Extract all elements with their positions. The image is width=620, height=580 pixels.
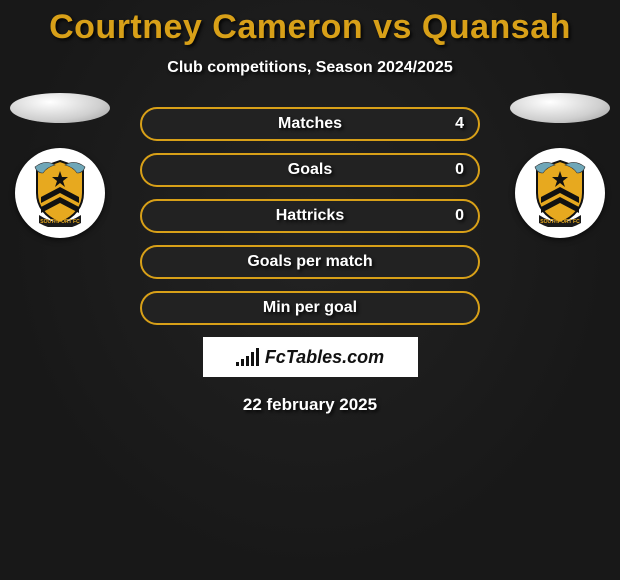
player2-club-badge: SOUTHPORT FC	[515, 148, 605, 238]
stat-right-value: 4	[455, 115, 464, 133]
svg-text:SOUTHPORT FC: SOUTHPORT FC	[540, 219, 580, 225]
right-player-column: SOUTHPORT FC	[510, 93, 610, 238]
comparison-content: SOUTHPORT FC SOUTHPORT FC Matches 4	[0, 107, 620, 415]
stat-row-goals-per-match: Goals per match	[140, 245, 480, 279]
stat-label: Hattricks	[276, 207, 344, 225]
stat-right-value: 0	[455, 207, 464, 225]
logo-text: FcTables.com	[265, 347, 384, 368]
date-label: 22 february 2025	[0, 395, 620, 415]
southport-crest-icon: SOUTHPORT FC	[31, 159, 89, 227]
stat-label: Goals	[288, 161, 332, 179]
stat-label: Min per goal	[263, 299, 357, 317]
left-player-column: SOUTHPORT FC	[10, 93, 110, 238]
stat-label: Matches	[278, 115, 342, 133]
stat-label: Goals per match	[247, 253, 372, 271]
stat-row-matches: Matches 4	[140, 107, 480, 141]
stat-row-hattricks: Hattricks 0	[140, 199, 480, 233]
stats-rows: Matches 4 Goals 0 Hattricks 0 Goals per …	[140, 107, 480, 325]
fctables-logo: FcTables.com	[203, 337, 418, 377]
vs-text: vs	[373, 8, 412, 46]
southport-crest-icon: SOUTHPORT FC	[531, 159, 589, 227]
player2-name: Quansah	[422, 8, 571, 46]
player1-club-badge: SOUTHPORT FC	[15, 148, 105, 238]
page-title: Courtney Cameron vs Quansah	[0, 0, 620, 47]
bars-chart-icon	[236, 348, 259, 366]
stat-row-min-per-goal: Min per goal	[140, 291, 480, 325]
player1-photo-placeholder	[10, 93, 110, 123]
stat-right-value: 0	[455, 161, 464, 179]
subtitle: Club competitions, Season 2024/2025	[0, 59, 620, 77]
player2-photo-placeholder	[510, 93, 610, 123]
player1-name: Courtney Cameron	[49, 8, 363, 46]
stat-row-goals: Goals 0	[140, 153, 480, 187]
svg-text:SOUTHPORT FC: SOUTHPORT FC	[40, 219, 80, 225]
